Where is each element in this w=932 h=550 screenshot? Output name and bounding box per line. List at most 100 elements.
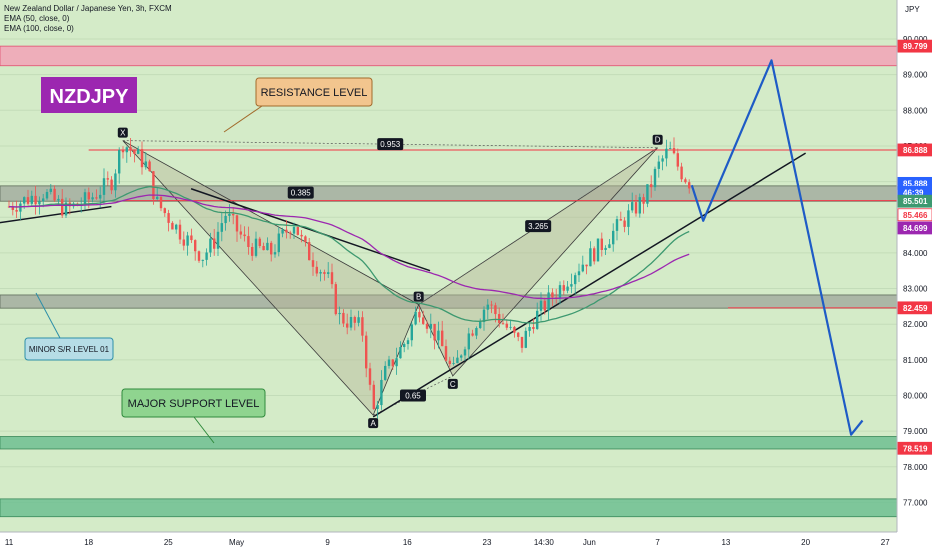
candle-body	[577, 271, 581, 276]
legend-ema100: EMA (100, close, 0)	[4, 24, 74, 33]
pattern-point-x: X	[120, 129, 126, 138]
zone-lower-support	[0, 498, 898, 518]
minor-sr-callout-box	[24, 337, 114, 361]
pattern-point-c-box	[447, 378, 458, 389]
candle-body	[498, 314, 501, 323]
candle-body	[121, 150, 125, 153]
candle-body	[418, 311, 421, 318]
candle-body	[342, 312, 345, 324]
candle-body	[91, 197, 94, 200]
price-axis[interactable]	[897, 0, 932, 550]
price-tag-level	[897, 39, 932, 53]
candle-body	[349, 317, 353, 328]
candle-body	[30, 195, 33, 204]
candle-body	[53, 188, 56, 201]
candle-body	[634, 202, 638, 214]
candle-body	[213, 238, 216, 249]
candle-body	[87, 192, 90, 200]
candle-body	[425, 323, 429, 329]
candle-body	[562, 285, 565, 291]
candle-body	[167, 213, 170, 223]
candle-body	[353, 317, 356, 323]
candle-body	[680, 166, 683, 180]
candle-body	[596, 238, 600, 262]
candle-body	[589, 248, 592, 267]
candle-body	[357, 317, 360, 323]
candle-body	[543, 300, 546, 311]
price-tag-level-text: 78.519	[903, 444, 928, 453]
candle-body	[171, 222, 174, 230]
candle-body	[148, 161, 151, 172]
candle-body	[463, 349, 467, 356]
candle-body	[49, 188, 52, 192]
candle-body	[414, 311, 417, 325]
pattern-xd-line	[122, 140, 658, 149]
candle-body	[608, 244, 611, 248]
candle-body	[178, 224, 182, 240]
candle-body	[239, 231, 242, 235]
candle-body	[376, 405, 379, 409]
x-tick-label: May	[229, 538, 244, 547]
candle-body	[163, 208, 166, 214]
pattern-point-x-box	[117, 127, 128, 138]
candle-body	[182, 239, 185, 246]
candle-body	[471, 333, 474, 336]
candle-body	[437, 330, 440, 341]
candle-body	[220, 223, 223, 232]
candle-body	[258, 238, 261, 247]
zone-major-support	[0, 436, 898, 450]
x-tick-label: 13	[721, 538, 730, 547]
candle-body	[254, 238, 258, 256]
y-tick-label: 90.000	[903, 35, 928, 44]
candle-body	[513, 326, 516, 333]
candle-body	[125, 147, 128, 153]
candle-body	[650, 184, 653, 188]
candle-body	[475, 327, 478, 336]
candle-body	[646, 184, 649, 204]
candle-body	[528, 327, 531, 331]
candle-body	[657, 161, 660, 169]
candle-body	[547, 292, 550, 311]
candle-body	[323, 272, 326, 274]
price-tag-level	[897, 301, 932, 315]
y-tick-label: 84.000	[903, 249, 928, 258]
x-tick-label: 25	[164, 538, 173, 547]
candle-body	[26, 197, 30, 204]
candle-body	[300, 234, 303, 237]
candle-body	[665, 148, 668, 159]
y-tick-label: 83.000	[903, 285, 928, 294]
candle-body	[266, 242, 269, 251]
candle-body	[490, 304, 493, 306]
candle-body	[114, 173, 117, 191]
candle-body	[285, 229, 288, 233]
x-tick-label: Jun	[583, 538, 596, 547]
candle-body	[612, 230, 615, 245]
ratio-bcd: 3.265	[528, 222, 549, 231]
candle-body	[627, 210, 630, 227]
pattern-point-c: C	[450, 380, 456, 389]
ratio-bcd-box	[525, 220, 552, 233]
pattern-point-b: B	[416, 293, 421, 302]
candle-body	[372, 384, 375, 409]
pattern-point-d: D	[655, 136, 661, 145]
candle-body	[410, 324, 413, 341]
candle-body	[672, 148, 676, 154]
candle-body	[623, 220, 626, 227]
candle-body	[509, 326, 512, 328]
pattern-point-a-box	[368, 418, 379, 429]
candle-body	[482, 309, 486, 323]
y-tick-label: 89.000	[903, 71, 928, 80]
candle-body	[216, 231, 220, 249]
ratio-xd-box	[377, 138, 404, 151]
candle-body	[532, 327, 535, 329]
time-axis[interactable]	[0, 532, 932, 550]
pattern-point-b-box	[413, 291, 424, 302]
candle-body	[110, 179, 113, 191]
candle-body	[118, 150, 121, 174]
candle-body	[365, 335, 368, 369]
candle-body	[422, 317, 425, 324]
candle-body	[391, 359, 394, 367]
candle-body	[334, 284, 337, 315]
candle-body	[292, 226, 296, 234]
